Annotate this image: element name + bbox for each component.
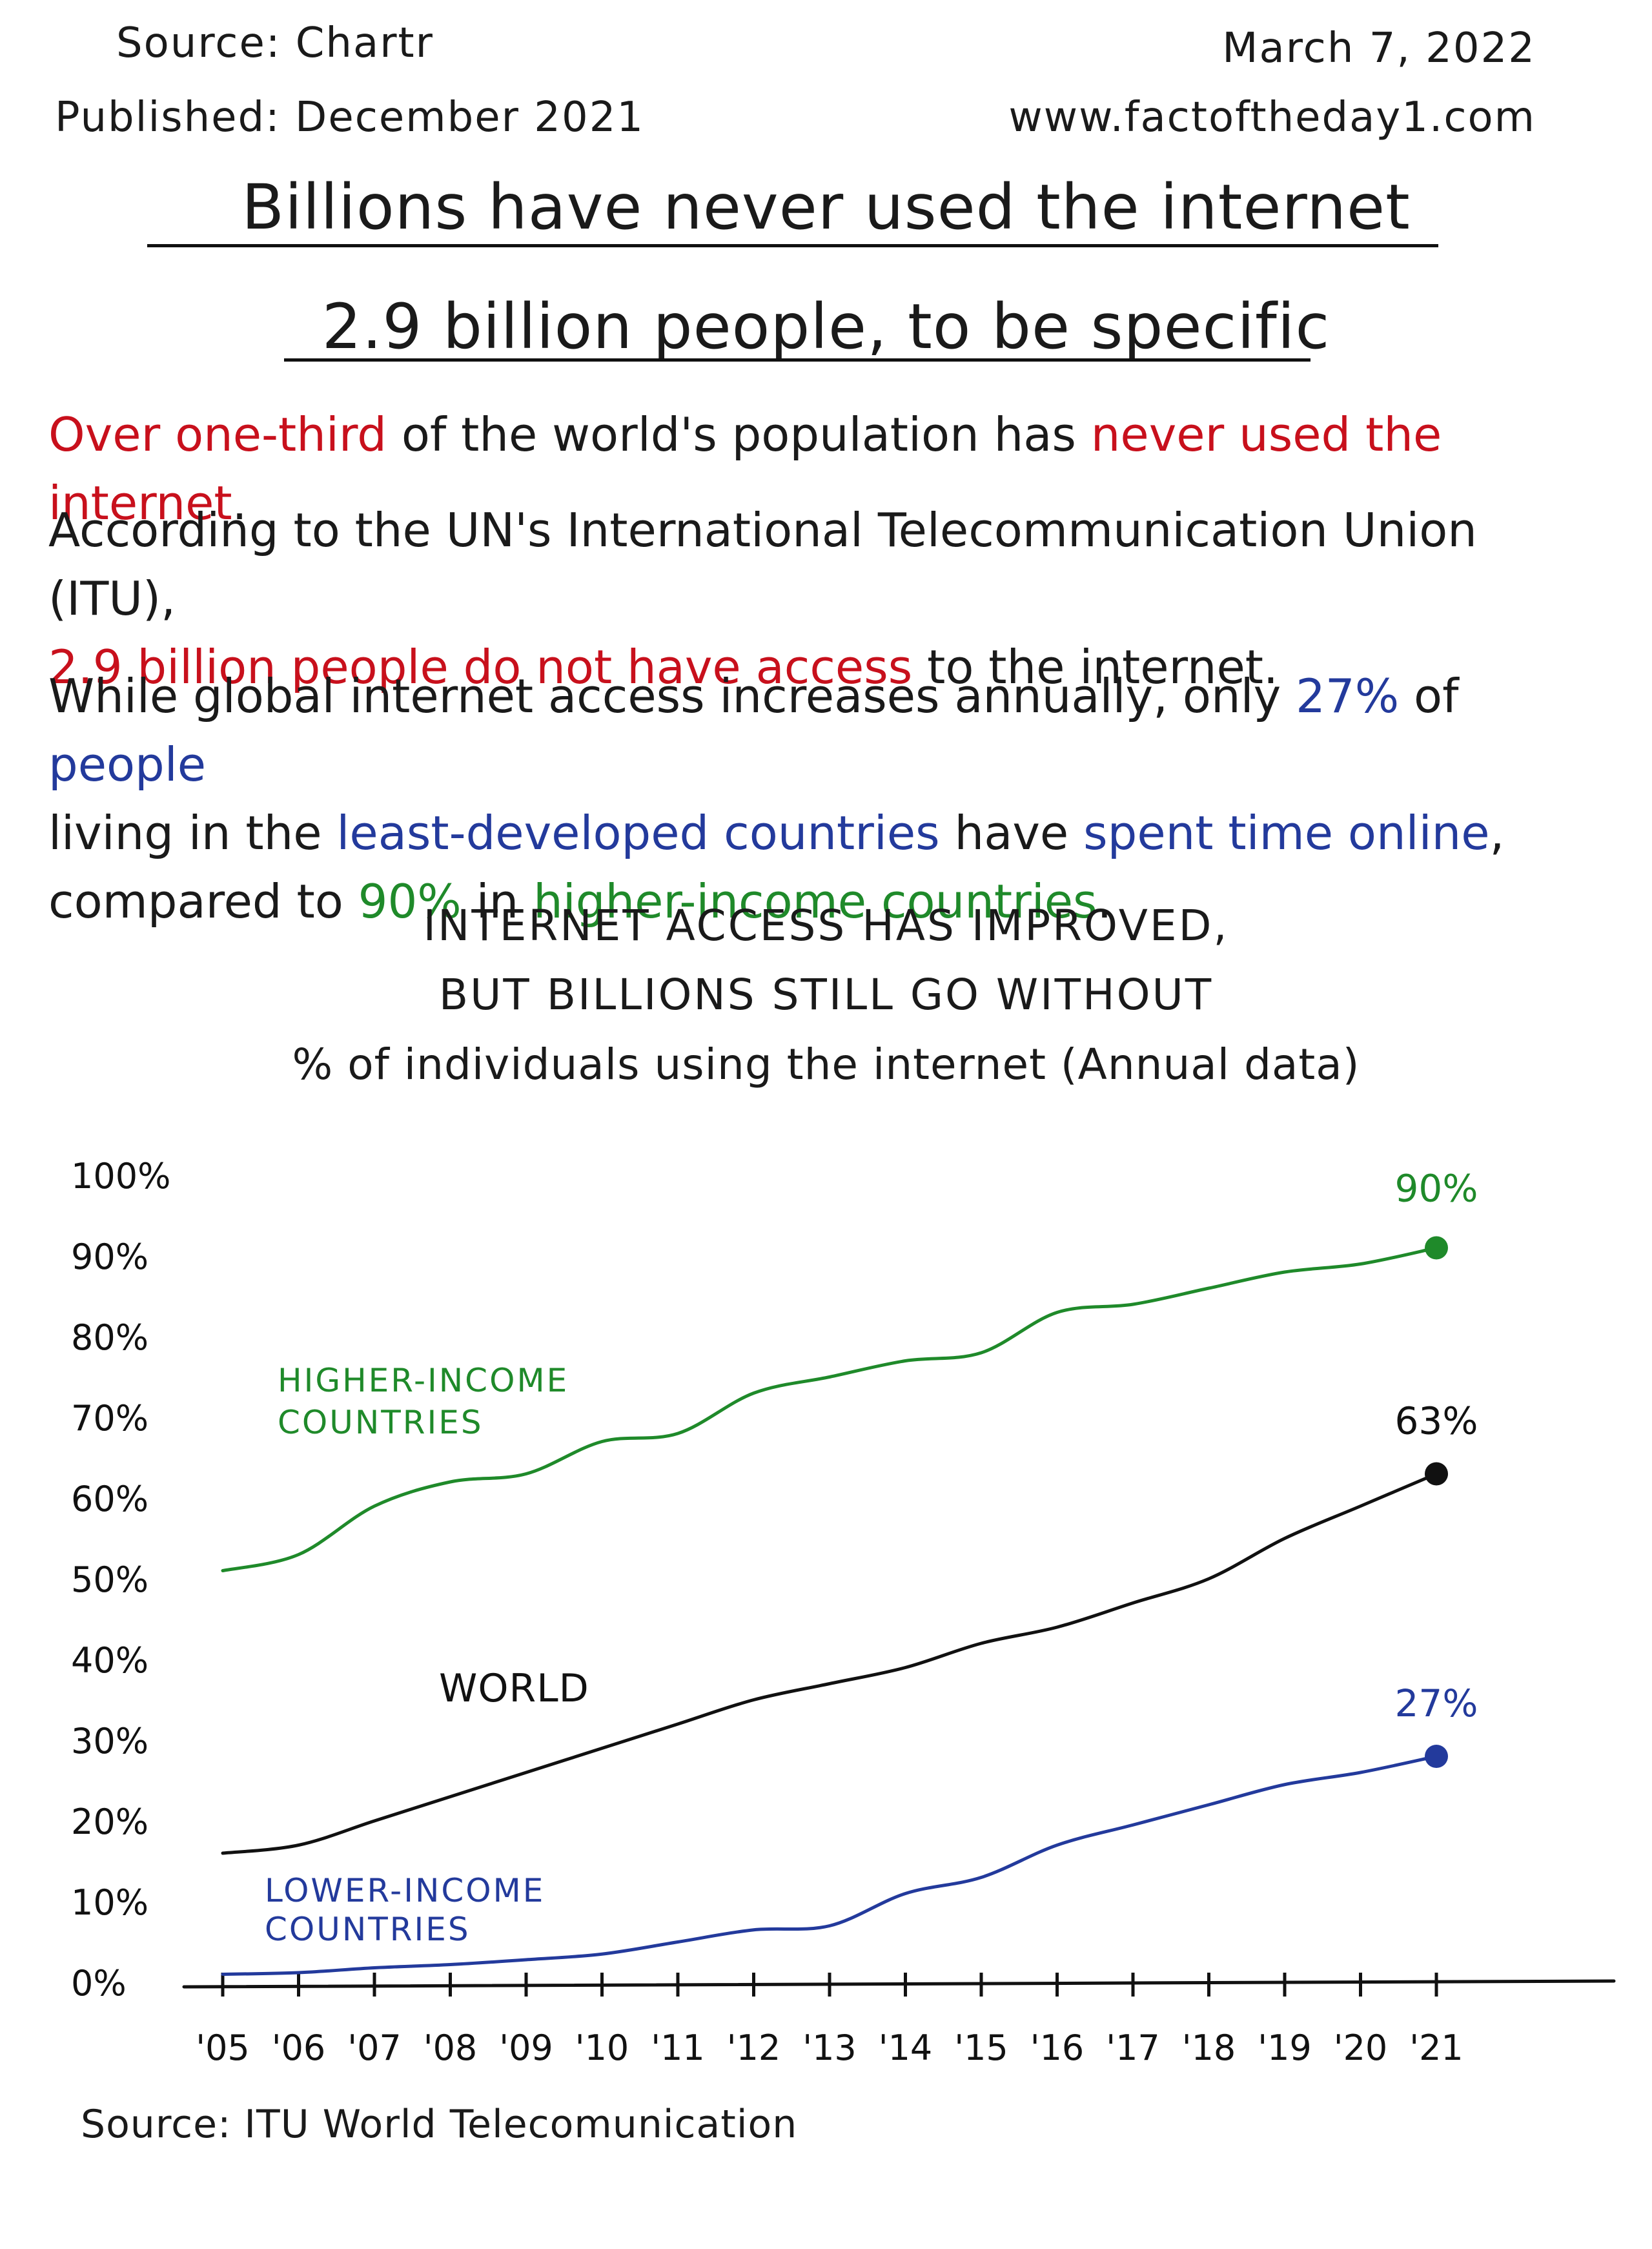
p3-highlight-90pct: 90% xyxy=(358,874,462,929)
chart-subtitle: % of individuals using the internet (Ann… xyxy=(292,1040,1360,1089)
subtitle-underline xyxy=(284,358,1310,362)
p3-text-a: While global internet access increases a… xyxy=(48,669,1296,723)
paragraph-1: Over one-third of the world's population… xyxy=(48,400,1611,537)
chart-title-line2: BUT BILLIONS STILL GO WITHOUT xyxy=(438,970,1214,1020)
published-date: Published: December 2021 xyxy=(55,94,645,141)
p2-highlight-no-access: 2.9 billion people do not have access xyxy=(48,640,913,694)
p1-period: . xyxy=(232,476,247,530)
series-end-marker-1 xyxy=(1425,1462,1448,1486)
x-tick-label: '10 xyxy=(575,2028,629,2068)
website-link[interactable]: www.factoftheday1.com xyxy=(1008,94,1536,141)
series-name-1: WORLD xyxy=(439,1666,589,1711)
series-name-0: HIGHER-INCOME xyxy=(278,1362,569,1399)
x-tick-label: '20 xyxy=(1334,2028,1388,2068)
series-end-marker-0 xyxy=(1425,1236,1448,1260)
p1-highlight-never-used: never used the internet xyxy=(48,407,1442,530)
series-name-2: LOWER-INCOME xyxy=(265,1872,545,1909)
x-tick-label: '07 xyxy=(347,2028,402,2068)
series-line-0 xyxy=(221,1246,1438,1572)
footer-source: Source: ITU World Telecomunication xyxy=(81,2102,798,2147)
series-name-line2-2: COUNTRIES xyxy=(265,1911,471,1948)
p3-highlight-least-developed: least-developed countries xyxy=(336,806,940,860)
p3-text-n: . xyxy=(1097,874,1112,929)
p1-highlight-one-third: Over one-third xyxy=(48,407,387,462)
source-top: Source: Chartr xyxy=(116,19,434,67)
x-tick-label: '17 xyxy=(1106,2028,1160,2068)
y-tick-label: 60% xyxy=(71,1479,148,1519)
paragraph-3: While global internet access increases a… xyxy=(48,662,1611,936)
x-tick-label: '05 xyxy=(196,2028,250,2068)
series-end-label-2: 27% xyxy=(1395,1681,1478,1725)
p2-text-line1: According to the UN's International Tele… xyxy=(48,503,1477,626)
series-line-1 xyxy=(221,1472,1438,1855)
y-tick-label: 10% xyxy=(71,1882,148,1923)
p3-text-e: living in the xyxy=(48,806,337,860)
x-tick-label: '09 xyxy=(499,2028,553,2068)
series-end-label-0: 90% xyxy=(1395,1167,1478,1211)
page-title: Billions have never used the internet xyxy=(241,171,1411,243)
p3-text-l: in xyxy=(461,874,534,929)
y-tick-label: 100% xyxy=(71,1156,170,1196)
p3-highlight-higher-income: higher-income countries xyxy=(533,874,1097,929)
line-chart: 0% 10% 20% 30% 40% 50% 60% 70% 80% 90% 100% '05 '06 '… xyxy=(71,1156,1616,2068)
y-tick-label: 40% xyxy=(71,1640,148,1681)
series-end-label-1: 63% xyxy=(1395,1399,1478,1443)
y-tick-label: 80% xyxy=(71,1317,148,1358)
x-tick-label: '11 xyxy=(651,2028,705,2068)
x-tick-label: '15 xyxy=(954,2028,1008,2068)
y-tick-label: 0% xyxy=(71,1963,127,2004)
x-axis-line xyxy=(182,1979,1616,1989)
p1-text: of the world's population has xyxy=(386,407,1091,462)
page-subtitle: 2.9 billion people, to be specific xyxy=(321,291,1331,363)
p3-highlight-spent-time: spent time online xyxy=(1083,806,1490,860)
x-tick-label: '14 xyxy=(879,2028,933,2068)
p3-highlight-27pct: 27% xyxy=(1296,669,1400,723)
paragraph-2: According to the UN's International Tele… xyxy=(48,496,1611,701)
chart-title-line1: INTERNET ACCESS HAS IMPROVED, xyxy=(423,901,1229,950)
y-tick-label: 90% xyxy=(71,1237,148,1277)
x-tick-label: '06 xyxy=(272,2028,326,2068)
x-tick-label: '13 xyxy=(802,2028,857,2068)
p3-text-i: , xyxy=(1489,806,1505,860)
x-tick-label: '19 xyxy=(1258,2028,1312,2068)
x-tick-label: '21 xyxy=(1409,2028,1463,2068)
x-tick-label: '18 xyxy=(1182,2028,1236,2068)
series-end-marker-2 xyxy=(1425,1745,1448,1768)
p3-text-g: have xyxy=(939,806,1084,860)
x-tick-label: '16 xyxy=(1030,2028,1085,2068)
post-date: March 7, 2022 xyxy=(1222,25,1536,72)
y-tick-label: 20% xyxy=(71,1802,148,1842)
x-tick-label: '12 xyxy=(727,2028,781,2068)
p3-text-j: compared to xyxy=(48,874,358,929)
x-tick-label: '08 xyxy=(423,2028,478,2068)
y-tick-label: 50% xyxy=(71,1559,148,1600)
series-line-2 xyxy=(221,1754,1438,1976)
y-tick-label: 30% xyxy=(71,1721,148,1761)
p2-text-end: to the internet. xyxy=(912,640,1278,694)
series-name-line2-0: COUNTRIES xyxy=(278,1404,484,1441)
p3-highlight-people: people xyxy=(48,737,207,792)
y-tick-label: 70% xyxy=(71,1398,148,1439)
p3-text-c: of xyxy=(1399,669,1459,723)
title-underline xyxy=(147,244,1438,247)
